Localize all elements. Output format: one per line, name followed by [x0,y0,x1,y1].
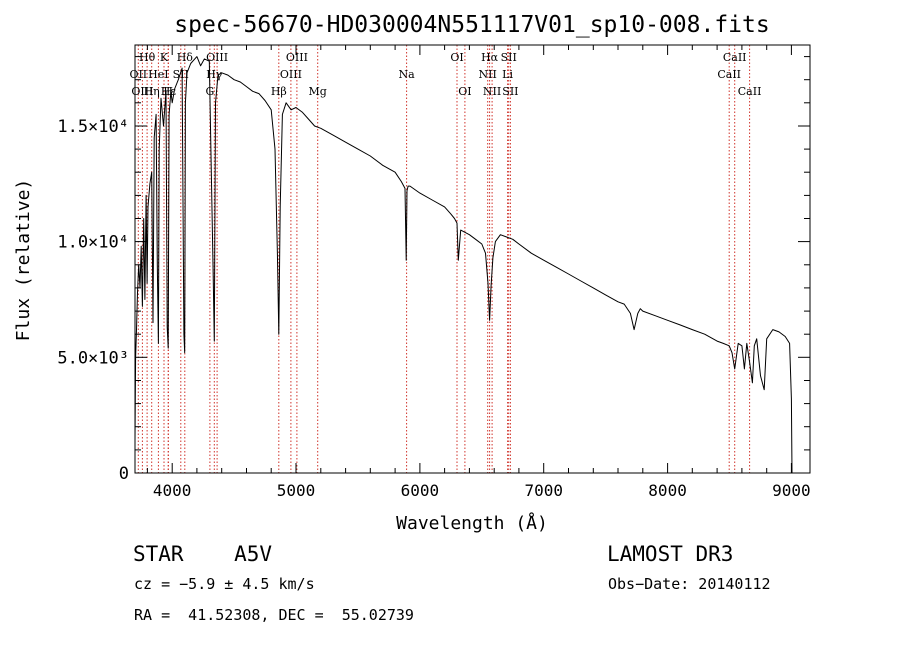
y-axis-label: Flux (relative) [13,179,34,342]
line-label: NII [483,85,501,98]
line-label: OIII [206,51,228,64]
redshift-velocity: cz = −5.9 ± 4.5 km/s [134,575,315,593]
line-label: OI [450,51,463,64]
line-label: G [206,85,215,98]
survey-name: LAMOST DR3 [607,542,734,566]
x-tick-label: 4000 [153,481,192,500]
line-label: Li [502,68,513,81]
line-label: CaII [738,85,762,98]
line-label: H [163,85,173,98]
line-label: K [160,51,169,64]
chart-title: spec-56670-HD030004N551117V01_sp10-008.f… [174,12,769,38]
line-label: OII [129,68,147,81]
line-label: Na [399,68,416,81]
line-label: OI [458,85,471,98]
y-tick-label: 0 [119,464,129,484]
series-flux [134,56,793,474]
y-tick-label: 1.5×10⁴ [57,117,129,137]
line-label: CaII [717,68,741,81]
line-label: OIII [280,68,302,81]
line-label: SII [501,51,517,64]
line-label: Mg [309,85,327,98]
line-label: HeI [148,68,168,81]
line-label: Hη [144,85,160,98]
x-tick-label: 6000 [401,481,440,500]
line-label: SII [173,68,189,81]
object-type: STAR A5V [133,542,273,566]
plot-frame [134,44,811,474]
y-tick-label: 1.0×10⁴ [57,233,129,253]
line-label: Hβ [271,85,287,98]
line-label: Hε [161,85,177,98]
line-label: Hα [481,51,499,64]
y-tick-label: 5.0×10³ [57,348,129,368]
line-label: NII [479,68,497,81]
line-label: SII [502,85,518,98]
line-label: OIII [286,51,308,64]
line-label: Hγ [206,68,223,81]
coordinates: RA = 41.52308, DEC = 55.02739 [134,606,414,624]
line-label: CaII [723,51,747,64]
x-axis-label: Wavelength (Å) [396,512,548,534]
line-label: Hθ [139,51,156,64]
x-tick-label: 9000 [772,481,811,500]
line-label: OIII [131,85,153,98]
x-tick-label: 8000 [648,481,687,500]
observation-date: Obs−Date: 20140112 [608,575,771,593]
line-label: Hδ [177,51,194,64]
x-tick-label: 5000 [277,481,316,500]
x-tick-label: 7000 [524,481,563,500]
